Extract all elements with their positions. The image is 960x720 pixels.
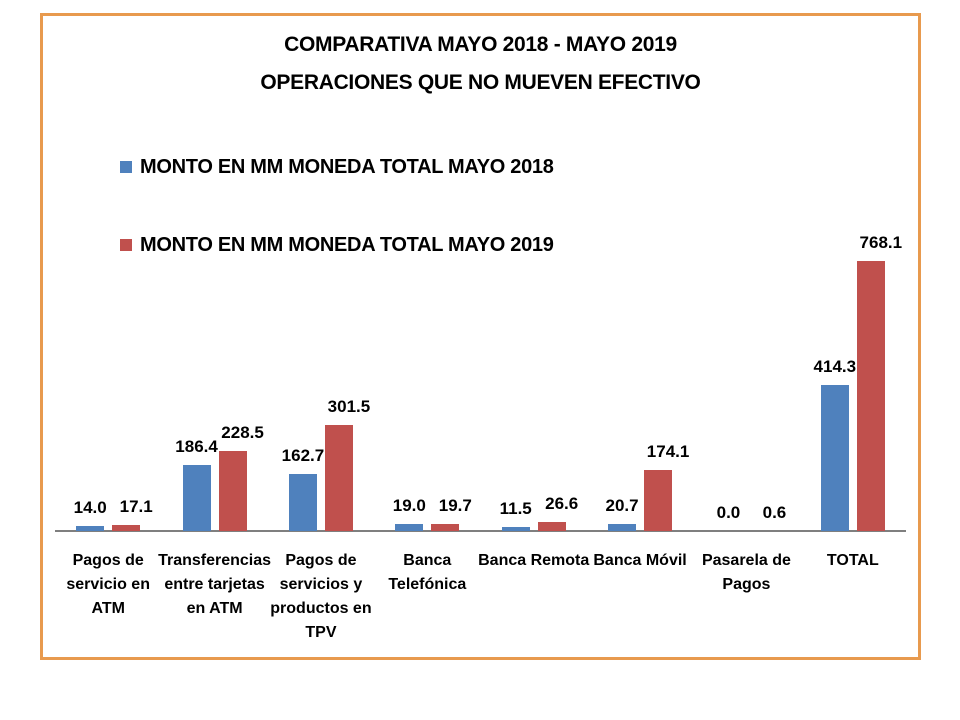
category-label-line: entre tarjetas <box>164 576 265 593</box>
value-label: 20.7 <box>605 496 639 515</box>
category-label-line: TPV <box>305 624 337 641</box>
value-label: 186.4 <box>175 437 218 456</box>
bar-mayo-2019 <box>112 525 141 531</box>
category-label-line: productos en <box>270 600 372 617</box>
category-label-line: Pagos de <box>72 552 144 569</box>
chart-title-line2: OPERACIONES QUE NO MUEVEN EFECTIVO <box>260 71 701 94</box>
legend-item-mayo-2019: MONTO EN MM MONEDA TOTAL MAYO 2019 <box>120 233 554 257</box>
chart-title-line1: COMPARATIVA MAYO 2018 - MAYO 2019 <box>284 33 677 56</box>
category-label: Pagos de servicios y productos en TPV <box>246 549 396 645</box>
category-label-line: Banca Móvil <box>593 552 687 569</box>
category-label: TOTAL <box>778 549 928 573</box>
category-label: Pasarela de Pagos <box>671 549 821 597</box>
bar-mayo-2018 <box>395 524 424 531</box>
legend-swatch-2019-icon <box>120 239 132 251</box>
chart-title: COMPARATIVA MAYO 2018 - MAYO 2019 OPERAC… <box>42 26 919 102</box>
bar-mayo-2019 <box>218 451 247 531</box>
value-label: 174.1 <box>646 442 690 461</box>
value-label: 0.6 <box>762 503 787 522</box>
category-label: Banca Telefónica <box>352 549 502 597</box>
value-label: 11.5 <box>499 499 532 518</box>
value-label: 414.3 <box>813 357 857 376</box>
category-label-line: Transferencias <box>158 552 272 569</box>
bar-mayo-2019 <box>431 524 460 531</box>
category-label-line: Telefónica <box>388 576 467 593</box>
bar-mayo-2018 <box>288 474 317 531</box>
value-label: 162.7 <box>281 446 325 465</box>
value-label: 19.7 <box>438 496 472 515</box>
legend-swatch-2018-icon <box>120 161 132 173</box>
category-label-line: Pagos <box>722 576 771 593</box>
value-label: 301.5 <box>327 397 371 416</box>
value-label: 19.0 <box>392 496 426 515</box>
category-label-line: Pasarela de <box>701 552 791 569</box>
value-label: 26.6 <box>545 494 579 513</box>
bar-mayo-2018 <box>501 527 530 531</box>
category-label-line: Banca Remota <box>478 552 590 569</box>
category-label-line: TOTAL <box>826 552 879 569</box>
bar-mayo-2018 <box>182 465 211 531</box>
bar-mayo-2019 <box>324 425 353 531</box>
bar-mayo-2018 <box>820 385 849 531</box>
x-axis-line <box>55 530 906 532</box>
bar-mayo-2018 <box>76 526 105 531</box>
bar-mayo-2018 <box>608 524 637 531</box>
category-label-line: Pagos de <box>285 552 357 569</box>
category-label: Banca Móvil <box>565 549 715 573</box>
value-label: 0.0 <box>716 503 741 522</box>
category-label-line: servicio en <box>66 576 150 593</box>
value-label: 768.1 <box>859 233 903 252</box>
value-label: 17.1 <box>119 497 153 516</box>
legend-label-2018: MONTO EN MM MONEDA TOTAL MAYO 2018 <box>140 155 554 178</box>
category-label: Banca Remota <box>459 549 609 573</box>
category-label: Pagos de servicio en ATM <box>33 549 183 621</box>
category-label-line: en ATM <box>186 600 243 617</box>
category-label-line: ATM <box>91 600 125 617</box>
category-label: Transferencias entre tarjetas en ATM <box>140 549 290 621</box>
value-label: 228.5 <box>221 423 264 442</box>
bar-mayo-2019 <box>537 522 566 531</box>
bar-mayo-2019 <box>856 261 885 531</box>
category-label-line: Banca <box>403 552 452 569</box>
bar-mayo-2019 <box>644 470 673 531</box>
category-label-line: servicios y <box>279 576 363 593</box>
chart-frame <box>40 13 921 660</box>
legend-item-mayo-2018: MONTO EN MM MONEDA TOTAL MAYO 2018 <box>120 155 554 179</box>
value-label: 14.0 <box>73 498 107 517</box>
legend-label-2019: MONTO EN MM MONEDA TOTAL MAYO 2019 <box>140 233 554 256</box>
